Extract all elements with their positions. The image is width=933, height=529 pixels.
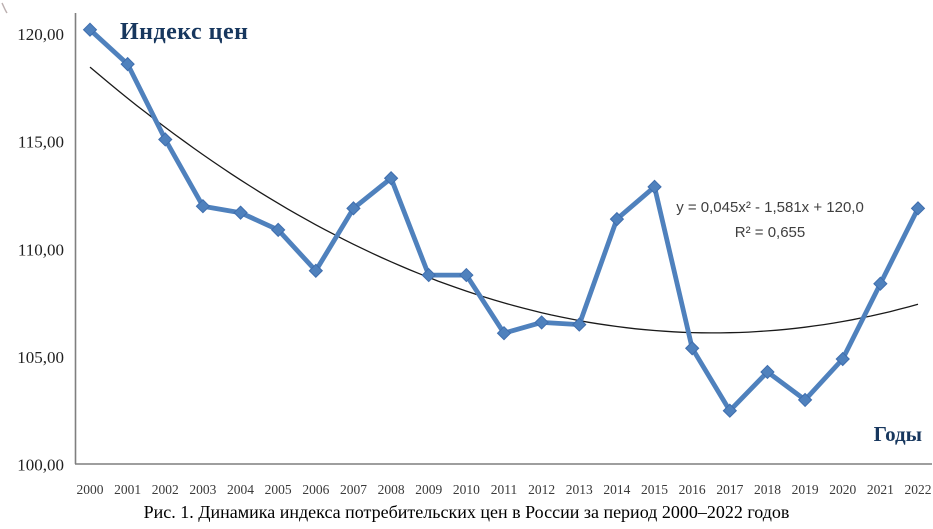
y-tick-label: 115,00 — [18, 133, 64, 152]
data-point-marker — [308, 263, 324, 278]
data-point-marker — [910, 201, 926, 216]
x-tick-label: 2003 — [189, 482, 216, 497]
data-point-marker — [346, 201, 361, 216]
x-tick-label: 2007 — [340, 482, 367, 497]
data-point-marker — [797, 392, 813, 408]
data-point-marker — [835, 351, 850, 367]
y-tick-label: 105,00 — [17, 348, 64, 367]
data-point-marker — [760, 364, 775, 380]
x-tick-label: 2010 — [453, 482, 480, 497]
x-tick-label: 2011 — [491, 482, 518, 497]
data-point-marker — [233, 205, 248, 220]
data-point-marker — [647, 179, 662, 195]
x-tick-label: 2022 — [905, 482, 932, 497]
chart-title: Индекс цен — [120, 19, 249, 45]
x-tick-label: 2001 — [114, 482, 141, 497]
corner-artifact — [1, 2, 8, 14]
data-point-marker — [609, 211, 625, 227]
x-tick-label: 2014 — [603, 482, 630, 497]
x-tick-label: 2013 — [566, 482, 593, 497]
x-tick-label: 2016 — [679, 482, 706, 497]
data-point-marker — [383, 171, 399, 186]
x-tick-label: 2012 — [528, 482, 555, 497]
trendline-annotation: y = 0,045x² - 1,581x + 120,0 R² = 0,655 — [615, 195, 925, 245]
data-point-marker — [873, 276, 888, 291]
x-tick-label: 2004 — [227, 482, 254, 497]
data-point-marker — [421, 267, 436, 283]
data-point-marker — [684, 341, 700, 356]
x-tick-label: 2006 — [302, 482, 329, 497]
data-point-marker — [195, 198, 211, 214]
x-axis-title: Годы — [873, 422, 922, 446]
data-point-marker — [534, 315, 549, 330]
data-point-marker — [572, 317, 587, 332]
y-tick-label: 110,00 — [18, 240, 64, 259]
y-tick-label: 120,00 — [17, 25, 64, 44]
trendline-r-squared: R² = 0,655 — [734, 224, 806, 241]
trendline — [89, 66, 919, 334]
x-tick-label: 2002 — [152, 482, 179, 497]
data-point-marker — [82, 22, 98, 37]
data-point-marker — [270, 222, 286, 238]
trendline-equation: y = 0,045x² - 1,581x + 120,0 — [676, 199, 864, 216]
x-tick-label: 2019 — [792, 482, 819, 497]
data-point-marker — [722, 403, 738, 418]
data-point-marker — [120, 56, 135, 72]
x-tick-label: 2015 — [641, 482, 668, 497]
x-tick-label: 2021 — [867, 482, 894, 497]
x-tick-label: 2008 — [378, 482, 405, 497]
x-tick-label: 2020 — [829, 482, 856, 497]
x-tick-label: 2005 — [265, 482, 292, 497]
data-point-marker — [496, 325, 512, 341]
x-tick-label: 2017 — [716, 482, 743, 497]
x-tick-label: 2009 — [415, 482, 442, 497]
x-tick-label: 2018 — [754, 482, 781, 497]
data-point-marker — [459, 267, 474, 283]
plot-svg: 120,00 115,00 110,00 105,00 100,00 2000 2001 20… — [1, 2, 932, 497]
y-tick-label: 100,00 — [17, 456, 64, 475]
cpi-line-chart: 120,00 115,00 110,00 105,00 100,00 2000 2001 20… — [1, 2, 932, 497]
x-tick-label: 2000 — [77, 482, 104, 497]
figure-caption: Рис. 1. Динамика индекса потребительских… — [143, 502, 790, 522]
data-point-marker — [158, 132, 173, 147]
